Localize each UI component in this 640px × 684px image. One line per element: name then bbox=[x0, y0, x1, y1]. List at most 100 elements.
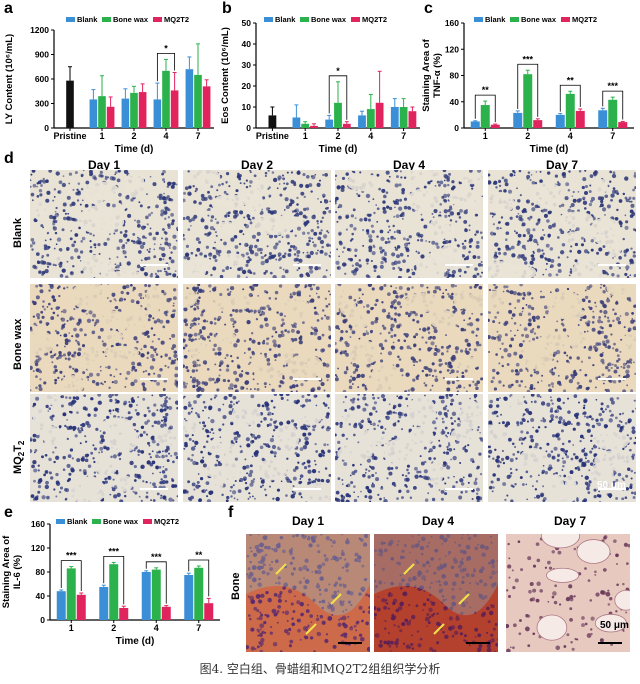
cell-nucleus bbox=[183, 255, 187, 260]
cell-nucleus bbox=[196, 292, 199, 295]
clear-space bbox=[488, 290, 504, 313]
cell-nucleus bbox=[543, 315, 546, 319]
cell-nucleus bbox=[590, 248, 594, 252]
cell-nucleus bbox=[233, 370, 238, 375]
cell-nucleus bbox=[469, 238, 473, 243]
cell-nucleus bbox=[144, 284, 148, 287]
cell-nucleus bbox=[68, 332, 71, 334]
cell-nucleus bbox=[263, 382, 267, 386]
cell-nucleus bbox=[414, 474, 419, 479]
cell-nucleus bbox=[67, 454, 72, 458]
cell-nucleus bbox=[454, 307, 457, 310]
cell-nucleus bbox=[350, 480, 354, 485]
cell-nucleus bbox=[212, 437, 214, 440]
cell-nucleus bbox=[628, 196, 632, 200]
cell-nucleus bbox=[524, 261, 528, 265]
cell-nucleus bbox=[421, 369, 425, 373]
cell-nucleus bbox=[195, 187, 199, 191]
cell-nucleus bbox=[346, 247, 351, 252]
cell-nucleus bbox=[261, 404, 265, 408]
cell-nucleus bbox=[155, 204, 159, 209]
cell-nucleus bbox=[176, 275, 178, 278]
cell-nucleus bbox=[207, 214, 210, 217]
cell-nucleus bbox=[582, 196, 586, 200]
cell-nucleus bbox=[161, 470, 166, 474]
cell-nucleus bbox=[344, 341, 348, 345]
significance-bracket bbox=[328, 75, 348, 120]
cell-nucleus bbox=[31, 300, 35, 303]
cell-nucleus bbox=[567, 188, 571, 192]
clear-space bbox=[571, 258, 603, 278]
cell-nucleus bbox=[249, 440, 254, 444]
cell-nucleus bbox=[134, 408, 138, 412]
cell-nucleus bbox=[445, 405, 448, 408]
cell-nucleus bbox=[509, 330, 512, 332]
cell-nucleus bbox=[362, 229, 365, 232]
cell-nucleus bbox=[464, 350, 468, 353]
cell-nucleus bbox=[527, 322, 532, 327]
cell-nucleus bbox=[137, 237, 141, 242]
cell-nucleus bbox=[433, 369, 437, 373]
cell-nucleus bbox=[200, 193, 205, 198]
cell-nucleus bbox=[394, 170, 399, 173]
cell-nucleus bbox=[299, 273, 304, 278]
cell-nucleus bbox=[230, 237, 235, 242]
cell-nucleus bbox=[151, 460, 156, 465]
cell-nucleus bbox=[496, 335, 500, 339]
cell-nucleus bbox=[61, 404, 64, 408]
cell-nucleus bbox=[200, 450, 203, 454]
cell-nucleus bbox=[46, 306, 49, 308]
x-tick-label: 4 bbox=[568, 131, 573, 141]
cell-nucleus bbox=[615, 316, 621, 322]
cell-nucleus bbox=[55, 456, 59, 459]
micrograph-blank-day-7 bbox=[488, 170, 636, 278]
cell-nucleus bbox=[256, 238, 260, 242]
cell-nucleus bbox=[566, 287, 570, 291]
cell-nucleus bbox=[423, 185, 427, 189]
cell-nucleus bbox=[161, 450, 164, 453]
cell-nucleus bbox=[553, 222, 556, 225]
cell-nucleus bbox=[403, 333, 406, 336]
cell-nucleus bbox=[205, 440, 209, 443]
cell-nucleus bbox=[198, 296, 201, 300]
cell-nucleus bbox=[359, 463, 362, 466]
cell-nucleus bbox=[367, 200, 370, 203]
cell-nucleus bbox=[183, 384, 187, 389]
cell-nucleus bbox=[168, 452, 171, 455]
cell-nucleus bbox=[242, 288, 245, 291]
cell-nucleus bbox=[136, 404, 138, 407]
cell-nucleus bbox=[31, 199, 34, 202]
cell-nucleus bbox=[73, 308, 76, 311]
cell-nucleus bbox=[146, 419, 150, 423]
cell-nucleus bbox=[111, 380, 114, 384]
y-tick-label: 0 bbox=[246, 123, 251, 133]
cell-nucleus bbox=[41, 455, 44, 459]
cell-nucleus bbox=[247, 497, 250, 500]
cell-nucleus bbox=[269, 210, 275, 215]
cell-nucleus bbox=[62, 216, 67, 221]
cell-nucleus bbox=[420, 218, 424, 222]
cell-nucleus bbox=[162, 170, 166, 174]
bar-blank-7 bbox=[184, 575, 194, 620]
cell-nucleus bbox=[249, 180, 253, 184]
bar-mq2t2-2 bbox=[533, 120, 543, 128]
cell-nucleus bbox=[171, 477, 174, 481]
cell-nucleus bbox=[440, 489, 445, 494]
cell-nucleus bbox=[193, 288, 198, 292]
cell-nucleus bbox=[35, 313, 41, 318]
cell-nucleus bbox=[39, 284, 43, 288]
cell-nucleus bbox=[425, 341, 428, 344]
cell-nucleus bbox=[448, 294, 452, 298]
cell-nucleus bbox=[545, 268, 547, 271]
cell-nucleus bbox=[321, 333, 325, 337]
cell-nucleus bbox=[188, 437, 192, 441]
cell-nucleus bbox=[422, 327, 427, 332]
cell-nucleus bbox=[438, 444, 442, 448]
cell-nucleus bbox=[321, 193, 326, 198]
cell-nucleus bbox=[293, 209, 297, 213]
cell-nucleus bbox=[30, 238, 35, 242]
cell-nucleus bbox=[280, 333, 285, 338]
cell-nucleus bbox=[424, 394, 426, 397]
cell-nucleus bbox=[246, 443, 251, 448]
cell-nucleus bbox=[146, 356, 149, 360]
